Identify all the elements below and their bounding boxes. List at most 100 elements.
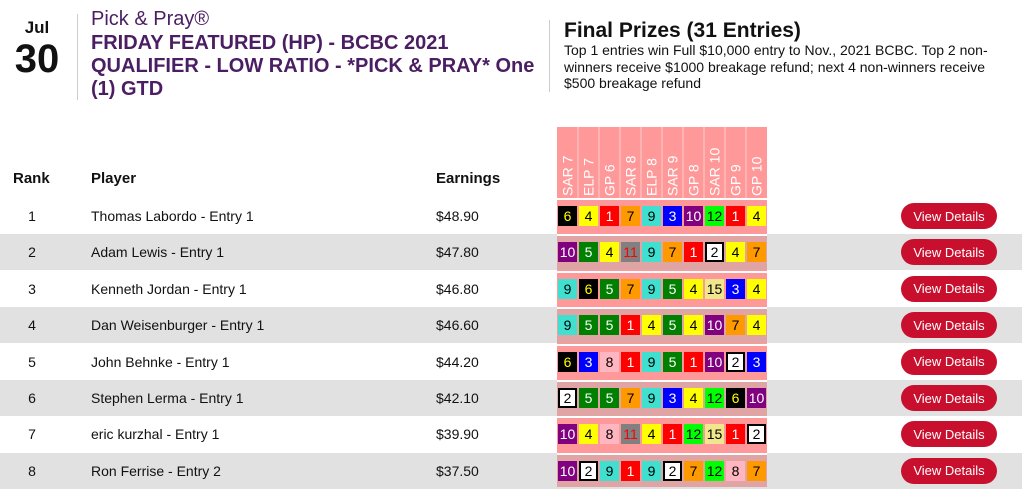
race-header: SAR 8 (622, 155, 639, 196)
pick-cell: 4 (747, 278, 766, 299)
race-header: ELP 7 (580, 158, 597, 196)
earnings: $46.80 (436, 280, 479, 297)
column-separator (640, 127, 642, 198)
race-header: SAR 7 (559, 155, 576, 196)
pick-cell: 12 (705, 460, 724, 481)
table-row: 7 eric kurzhal - Entry 1 $39.90 10 4 8 11 4 1… (0, 416, 1022, 452)
pick-cell: 10 (705, 351, 724, 372)
view-details-button[interactable]: View Details (901, 457, 997, 484)
pick-cell: 5 (579, 388, 598, 408)
earnings: $47.80 (436, 244, 479, 261)
pick-cell: 4 (642, 424, 661, 445)
column-separator (703, 127, 705, 198)
divider (77, 14, 78, 100)
column-separator (745, 127, 747, 198)
pick-cell: 4 (600, 242, 619, 263)
earnings: $48.90 (436, 208, 479, 224)
view-details-button[interactable]: View Details (901, 275, 997, 302)
rank: 2 (28, 244, 36, 261)
view-details-button[interactable]: View Details (901, 385, 997, 411)
pick-cell: 3 (747, 351, 766, 372)
pick-cell: 2 (663, 460, 682, 481)
player-name: eric kurzhal - Entry 1 (91, 426, 220, 443)
pick-cell: 8 (726, 460, 745, 481)
pick-cell: 10 (558, 242, 577, 263)
pick-cell: 1 (663, 424, 682, 445)
pick-cell: 9 (642, 351, 661, 372)
player-name: Dan Weisenburger - Entry 1 (91, 317, 265, 334)
view-details-button[interactable]: View Details (901, 312, 997, 339)
column-separator (619, 127, 621, 198)
column-separator (682, 127, 684, 198)
pick-cell: 8 (600, 424, 619, 445)
event-date: Jul 30 (8, 18, 66, 80)
row-separator (557, 234, 767, 237)
pick-cell: 5 (663, 315, 682, 336)
rank: 7 (28, 426, 36, 443)
race-header: ELP 8 (643, 158, 660, 196)
pick-cell: 7 (621, 388, 640, 408)
pick-cell: 4 (579, 206, 598, 226)
pick-cell: 8 (600, 351, 619, 372)
pick-cell: 11 (621, 242, 640, 263)
pick-cell: 1 (684, 351, 703, 372)
pick-cell: 5 (579, 242, 598, 263)
player-header: Player (91, 170, 137, 187)
date-day: 30 (14, 37, 60, 81)
pick-cell: 9 (600, 460, 619, 481)
pick-cell: 5 (579, 315, 598, 336)
pick-cell: 12 (684, 424, 703, 445)
row-separator (557, 307, 767, 310)
divider (549, 20, 550, 92)
earnings: $44.20 (436, 353, 479, 370)
view-details-button[interactable]: View Details (901, 203, 997, 229)
rank-header: Rank (13, 170, 50, 187)
pick-cell: 5 (663, 278, 682, 299)
race-header: GP 6 (601, 164, 618, 196)
view-details-button[interactable]: View Details (901, 421, 997, 448)
pick-cell: 6 (726, 388, 745, 408)
row-separator (557, 416, 767, 419)
pick-cell: 6 (579, 278, 598, 299)
pick-cell: 7 (684, 460, 703, 481)
player-name: Stephen Lerma - Entry 1 (91, 390, 244, 406)
row-separator (557, 270, 767, 273)
view-details-button[interactable]: View Details (901, 239, 997, 266)
rank: 1 (28, 208, 36, 224)
pick-cell: 1 (726, 424, 745, 445)
earnings-header: Earnings (436, 170, 501, 187)
pick-cell: 5 (600, 315, 619, 336)
earnings: $39.90 (436, 426, 479, 443)
pick-cell: 4 (684, 278, 703, 299)
pick-cell: 9 (642, 242, 661, 263)
brand-name: Pick & Pray® (91, 8, 210, 30)
pick-cell: 6 (558, 351, 577, 372)
pick-cell: 4 (747, 206, 766, 226)
pick-cell: 9 (642, 206, 661, 226)
pick-cell: 12 (705, 388, 724, 408)
table-row: 8 Ron Ferrise - Entry 2 $37.50 10 2 9 1 9 2 7 1… (0, 452, 1022, 489)
pick-cell: 1 (621, 351, 640, 372)
earnings: $37.50 (436, 462, 479, 479)
prizes-heading: Final Prizes (31 Entries) (564, 19, 801, 42)
pick-cell: 15 (705, 278, 724, 299)
column-separator (724, 127, 726, 198)
pick-cell: 2 (579, 460, 598, 481)
view-details-button[interactable]: View Details (901, 348, 997, 375)
pick-cell: 10 (684, 206, 703, 226)
rank: 5 (28, 353, 36, 370)
pick-cell: 7 (621, 206, 640, 226)
pick-cell: 5 (663, 351, 682, 372)
row-separator (557, 343, 767, 346)
pick-cell: 4 (684, 315, 703, 336)
pick-cell: 7 (726, 315, 745, 336)
rank: 6 (28, 390, 36, 406)
race-header: GP 9 (727, 164, 744, 196)
pick-cell: 3 (726, 278, 745, 299)
pick-cell: 15 (705, 424, 724, 445)
row-separator (557, 198, 767, 200)
column-separator (661, 127, 663, 198)
pick-cell: 10 (558, 460, 577, 481)
rank: 4 (28, 317, 36, 334)
